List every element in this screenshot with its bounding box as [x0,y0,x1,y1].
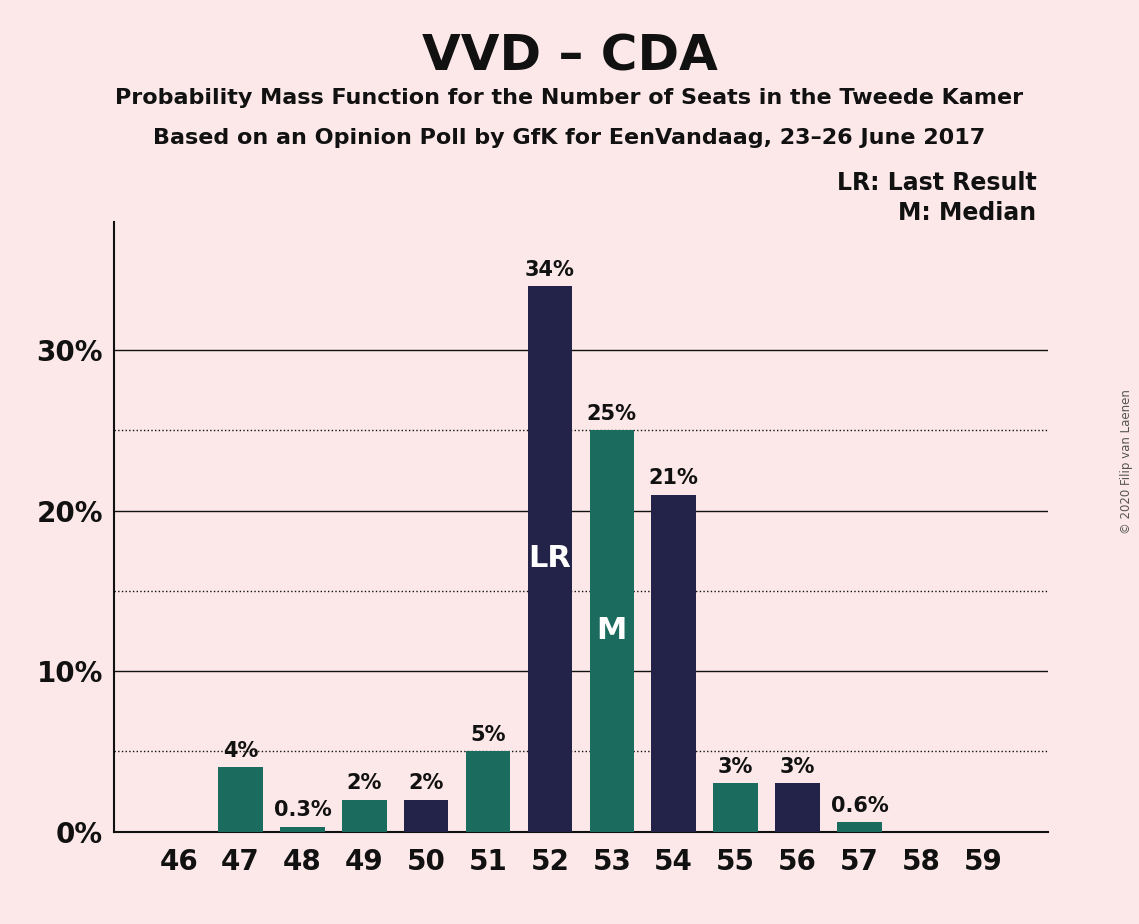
Bar [219,768,263,832]
Bar [466,751,510,832]
Text: LR: Last Result: LR: Last Result [837,171,1036,195]
Text: 0.6%: 0.6% [830,796,888,816]
Text: VVD – CDA: VVD – CDA [421,32,718,80]
Text: 21%: 21% [649,468,698,488]
Text: Probability Mass Function for the Number of Seats in the Tweede Kamer: Probability Mass Function for the Number… [115,88,1024,108]
Text: 25%: 25% [587,404,637,424]
Bar [404,799,449,832]
Bar [776,784,820,832]
Bar [342,799,386,832]
Bar [713,784,757,832]
Bar [652,494,696,832]
Text: Based on an Opinion Poll by GfK for EenVandaag, 23–26 June 2017: Based on an Opinion Poll by GfK for EenV… [154,128,985,148]
Text: 3%: 3% [718,757,753,777]
Text: 2%: 2% [346,773,382,793]
Text: M: M [597,616,628,646]
Bar [837,822,882,832]
Text: 3%: 3% [780,757,816,777]
Bar [280,827,325,832]
Text: 4%: 4% [223,741,259,761]
Text: 0.3%: 0.3% [273,800,331,821]
Text: 34%: 34% [525,260,575,280]
Text: 2%: 2% [409,773,444,793]
Text: © 2020 Filip van Laenen: © 2020 Filip van Laenen [1121,390,1133,534]
Text: LR: LR [528,544,572,573]
Bar [527,286,572,832]
Text: M: Median: M: Median [899,201,1036,225]
Text: 5%: 5% [470,725,506,745]
Bar [590,431,634,832]
